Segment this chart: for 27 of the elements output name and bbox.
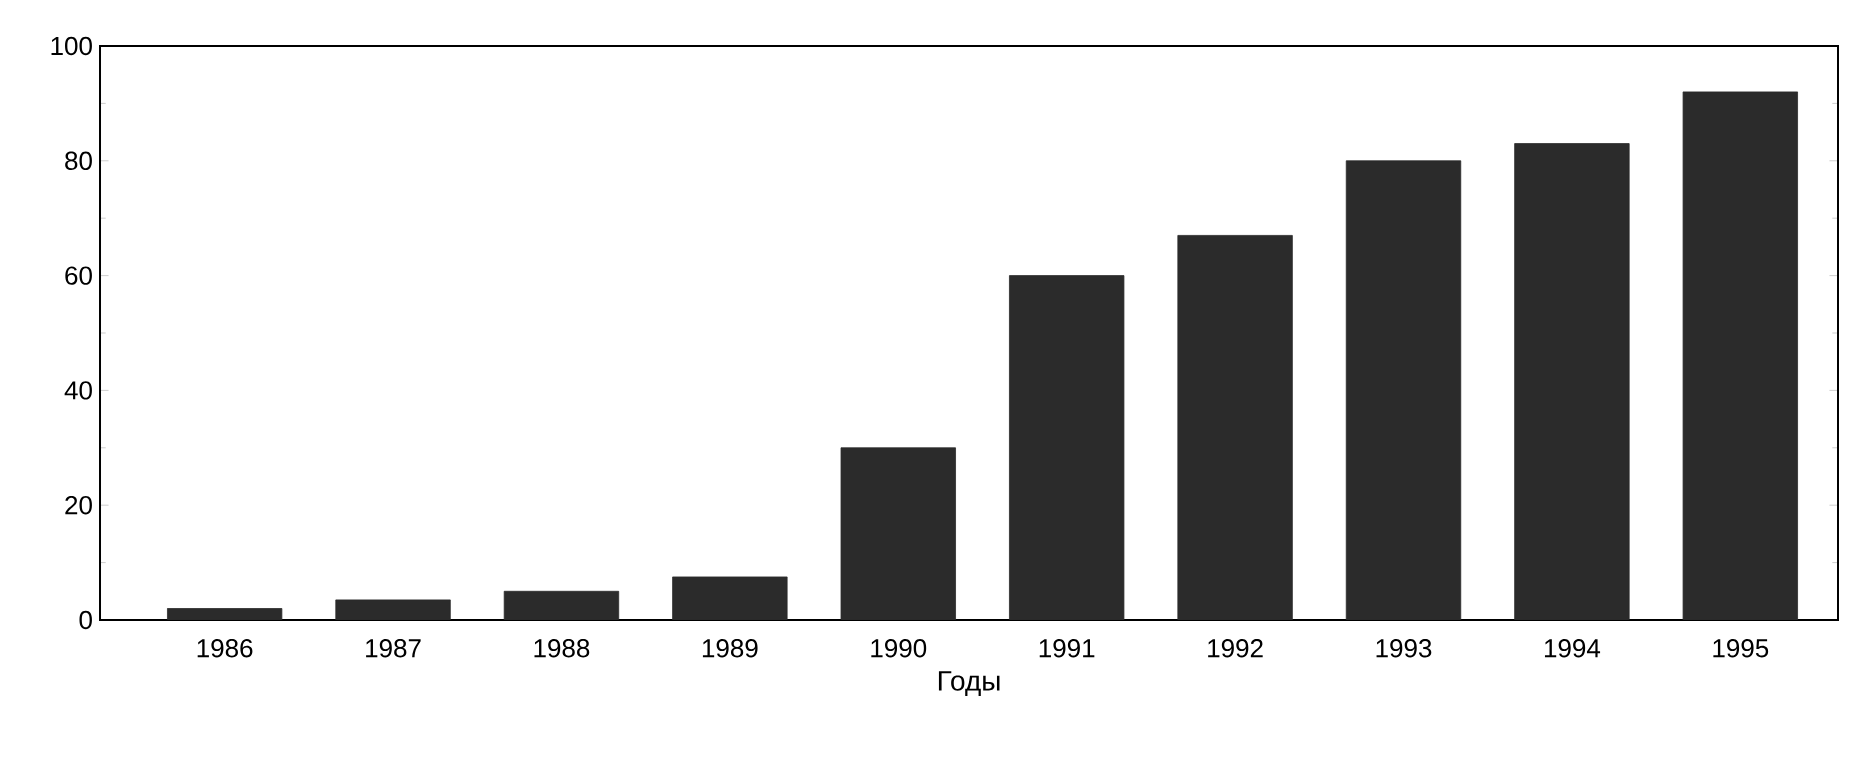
x-tick-label: 1986 bbox=[197, 639, 253, 658]
x-tick-label: 1995 bbox=[1713, 639, 1769, 658]
y-tick-label: 20 bbox=[65, 495, 92, 515]
bar bbox=[335, 599, 451, 620]
bar bbox=[1345, 160, 1462, 620]
y-tick-label: 40 bbox=[64, 381, 92, 400]
x-tick-label: 1989 bbox=[702, 639, 758, 658]
bar bbox=[1009, 275, 1125, 620]
bar bbox=[1514, 143, 1630, 620]
bar bbox=[672, 576, 788, 620]
x-tick-label: 1988 bbox=[534, 639, 590, 658]
y-tick-label: 60 bbox=[65, 266, 92, 285]
x-tick-label: 1991 bbox=[1039, 639, 1095, 658]
x-tick-label: 1993 bbox=[1376, 639, 1432, 658]
y-tick-label: 100 bbox=[51, 36, 92, 56]
bar bbox=[840, 447, 956, 620]
x-tick-label: 1987 bbox=[366, 639, 421, 658]
bar bbox=[1177, 235, 1293, 620]
x-axis-title: Годы bbox=[938, 671, 1000, 697]
x-tick-label: 1992 bbox=[1208, 639, 1263, 658]
bar bbox=[503, 590, 620, 620]
bar bbox=[1682, 91, 1798, 620]
x-tick-label: 1994 bbox=[1544, 639, 1601, 658]
y-tick-label: 0 bbox=[79, 610, 92, 630]
bar bbox=[166, 608, 283, 620]
x-tick-label: 1990 bbox=[871, 639, 927, 658]
y-tick-label: 80 bbox=[65, 151, 92, 170]
